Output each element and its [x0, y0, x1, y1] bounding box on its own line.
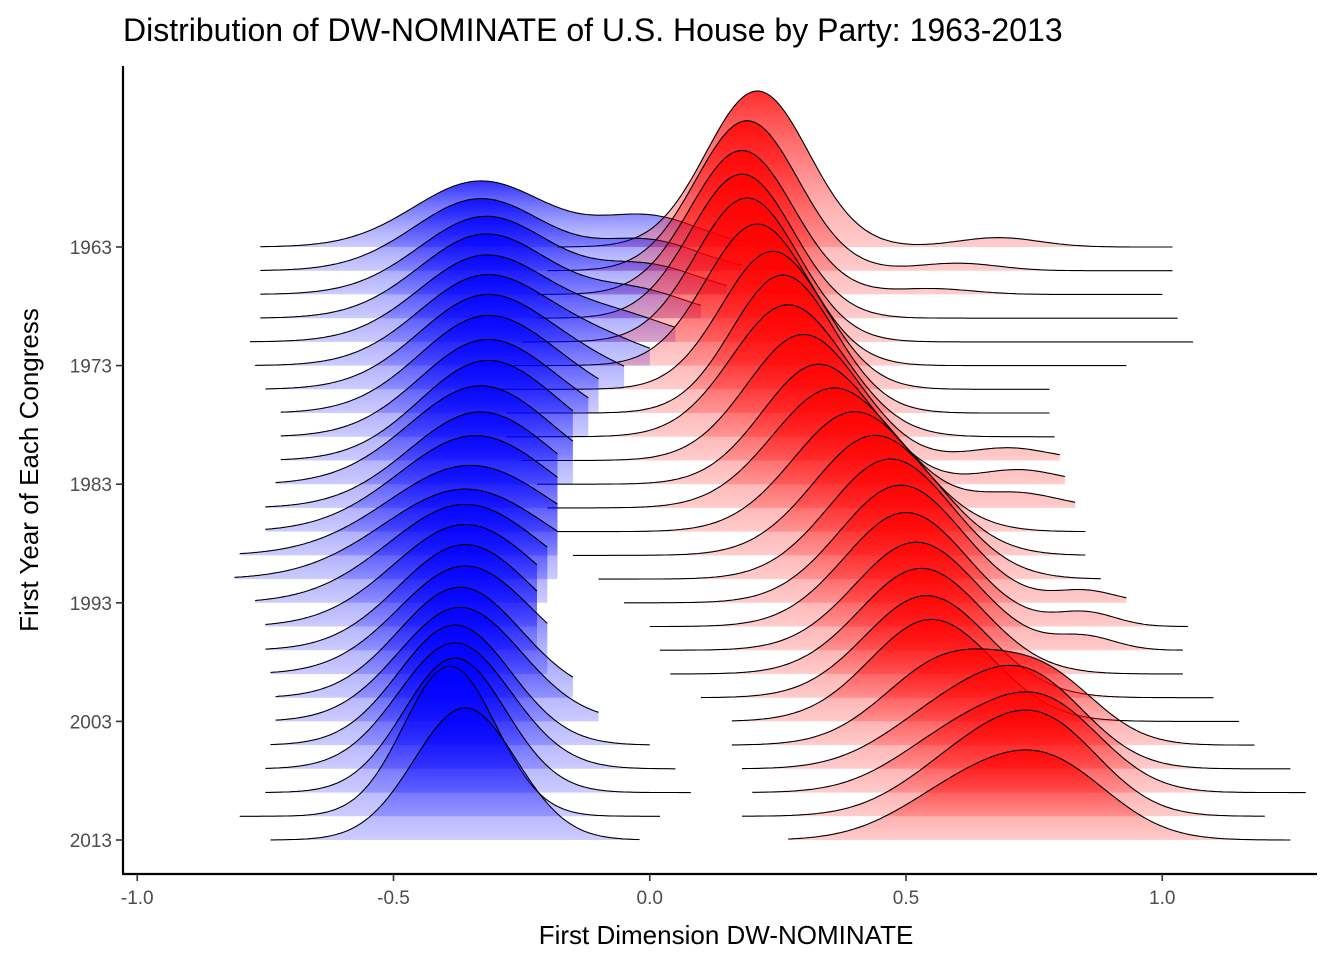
x-axis-title: First Dimension DW-NOMINATE: [539, 920, 914, 950]
ridge-line-democrat-2011: [239, 665, 660, 817]
chart-title: Distribution of DW-NOMINATE of U.S. Hous…: [123, 12, 1063, 48]
ridge-line-democrat-1989: [239, 464, 558, 555]
ridge-area-republican-2013: [788, 749, 1291, 840]
ridge-line-republican-1965: [547, 120, 1173, 272]
y-tick-label: 1993: [70, 594, 112, 615]
ridge-line-republican-1987: [557, 411, 1086, 533]
ridge-line-republican-1963: [557, 90, 1173, 248]
ridge-line-republican-1989: [572, 434, 1086, 556]
ridge-line-republican-1971: [521, 197, 1193, 343]
y-tick-label: 1983: [70, 475, 112, 496]
ridge-line-republican-1967: [537, 149, 1163, 295]
ridge-line-republican-2011: [742, 709, 1265, 817]
x-tick-label: 0.0: [637, 888, 663, 909]
ridge-line-republican-2001: [700, 595, 1214, 699]
ridge-line-republican-1981: [521, 333, 1060, 462]
ridge-line-republican-2013: [788, 749, 1291, 841]
ridge-line-democrat-1985: [265, 411, 558, 508]
ridge-line-republican-1997: [660, 541, 1183, 651]
ridge-line-republican-1969: [537, 173, 1178, 319]
ridge-line-democrat-1995: [265, 523, 538, 625]
ridge-area-democrat-2013: [270, 708, 640, 840]
y-axis-title: First Year of Each Congress: [14, 308, 44, 632]
ridge-line-democrat-2005: [270, 624, 650, 746]
y-tick-label: 1963: [70, 238, 112, 259]
x-tick-label: 1.0: [1149, 888, 1175, 909]
ridge-line-republican-1983: [537, 363, 1066, 485]
ridge-line-democrat-1987: [265, 435, 558, 530]
x-tick-label: -1.0: [121, 888, 154, 909]
ridge-line-democrat-1983: [275, 385, 574, 484]
ridges: [234, 90, 1306, 841]
x-tick-label: 0.5: [893, 888, 919, 909]
ridge-line-republican-1979: [506, 304, 1055, 438]
y-tick-label: 2013: [70, 831, 112, 852]
ridge-line-democrat-1997: [265, 544, 538, 650]
ridge-line-democrat-1979: [280, 338, 589, 437]
ridge-line-democrat-1999: [270, 565, 548, 674]
ridge-line-republican-1993: [624, 484, 1127, 604]
ridge-line-democrat-1991: [234, 488, 558, 578]
ridge-line-republican-2005: [731, 648, 1255, 746]
ridge-line-democrat-2007: [265, 642, 676, 770]
y-tick-label: 1973: [70, 357, 112, 378]
ridge-line-democrat-2013: [270, 707, 640, 841]
y-tick-label: 2003: [70, 712, 112, 733]
ridge-line-democrat-1969: [260, 233, 702, 319]
ridge-line-democrat-2001: [275, 586, 574, 698]
ridge-line-democrat-1963: [260, 180, 743, 248]
ridge-line-republican-1995: [649, 511, 1188, 628]
ridge-line-democrat-1977: [280, 314, 599, 413]
ridge-line-democrat-2009: [265, 657, 691, 794]
ridge-line-democrat-1975: [265, 293, 625, 390]
ridge-line-republican-2009: [752, 691, 1306, 794]
ridge-line-democrat-2003: [275, 606, 599, 721]
ridge-line-republican-1985: [547, 387, 1076, 509]
ridge-line-democrat-1993: [255, 503, 548, 602]
ridge-line-republican-1991: [598, 458, 1101, 580]
ridge-line-democrat-1981: [280, 359, 574, 461]
ridge-line-democrat-1971: [250, 254, 676, 343]
ridge-line-republican-1999: [670, 567, 1183, 675]
ridge-line-republican-1977: [506, 274, 1050, 414]
ridge-line-democrat-1967: [260, 215, 727, 295]
ridge-line-republican-2007: [742, 664, 1291, 770]
ridge-line-democrat-1973: [255, 273, 650, 366]
x-axis-ticks: -1.0 -0.5 0.0 0.5 1.0: [121, 874, 1175, 909]
y-axis-ticks: 1963 1973 1983 1993 2003 2013: [70, 238, 123, 852]
x-tick-label: -0.5: [377, 888, 410, 909]
